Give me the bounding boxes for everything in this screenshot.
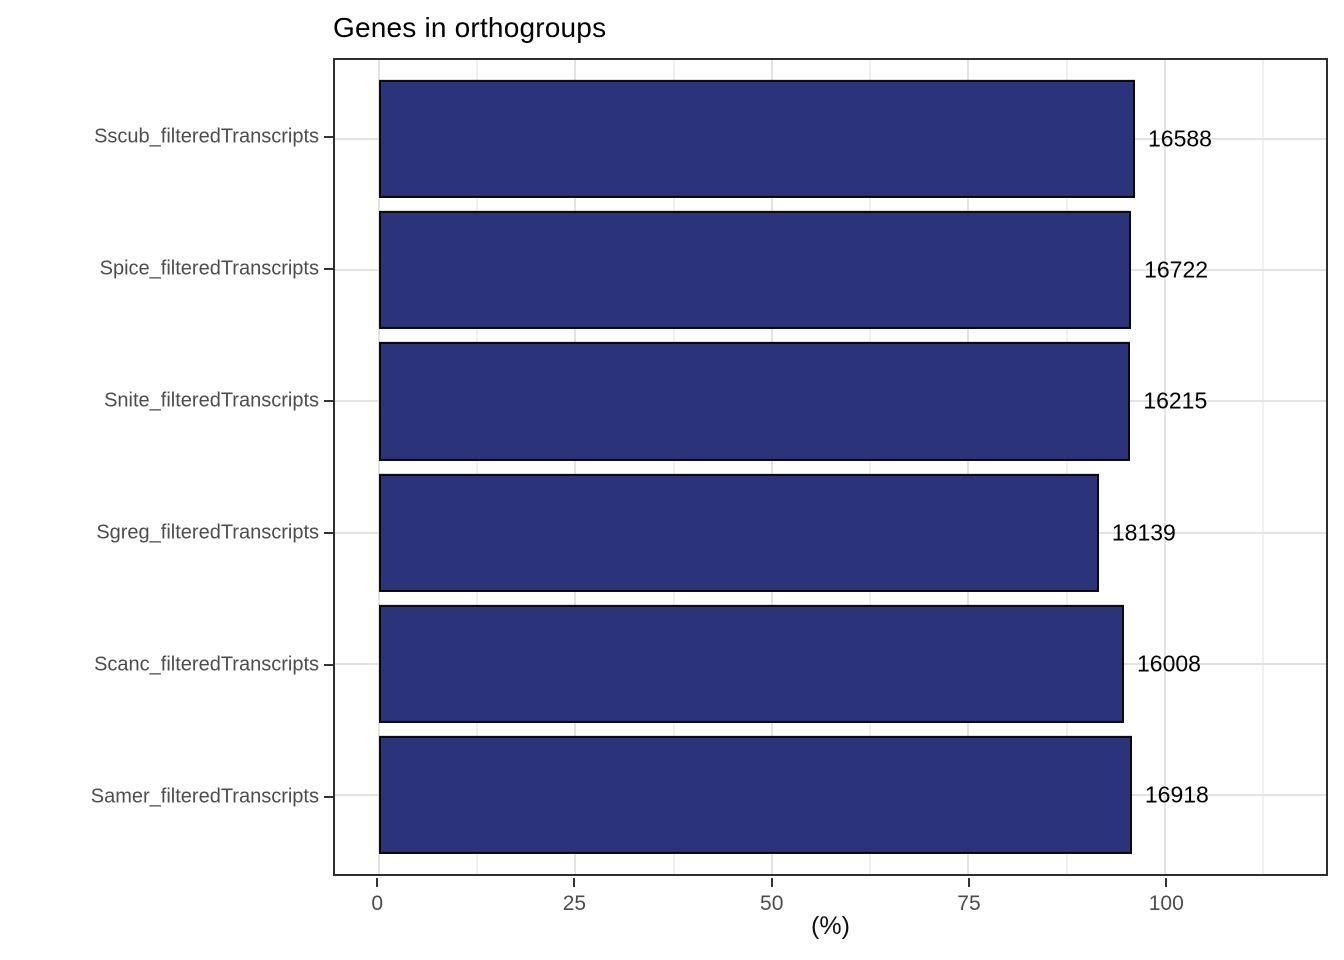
- x-major-gridline: [1163, 60, 1166, 874]
- x-tick-label: 100: [1148, 892, 1184, 915]
- y-tick-mark: [324, 268, 333, 271]
- bar-value-label: 16215: [1143, 387, 1208, 414]
- x-major-gridline: [574, 60, 577, 874]
- y-tick-label: Samer_filteredTranscripts: [90, 785, 319, 808]
- x-tick-mark: [770, 878, 773, 887]
- y-tick-mark: [324, 795, 333, 798]
- y-tick-label: Sscub_filteredTranscripts: [94, 125, 319, 148]
- x-tick-mark: [1165, 878, 1168, 887]
- x-major-gridline: [378, 60, 380, 874]
- bar: [379, 210, 1132, 330]
- y-tick-mark: [324, 400, 333, 403]
- y-tick-mark: [324, 136, 333, 139]
- bar-value-label: 16918: [1144, 781, 1209, 808]
- y-tick-label: Spice_filteredTranscripts: [99, 257, 319, 280]
- x-tick-mark: [573, 878, 576, 887]
- bar-value-label: 16722: [1144, 256, 1209, 283]
- bar: [379, 79, 1136, 198]
- x-minor-gridline: [672, 60, 675, 874]
- x-minor-gridline: [1065, 60, 1068, 874]
- y-tick-mark: [324, 663, 333, 666]
- chart-title: Genes in orthogroups: [333, 12, 607, 43]
- y-tick-mark: [324, 531, 333, 534]
- x-axis: 0 25 50 75 100: [333, 876, 1328, 926]
- x-tick-label: 50: [760, 892, 784, 915]
- bar-value-label: 18139: [1111, 519, 1176, 546]
- x-minor-gridline: [1262, 60, 1265, 874]
- bar: [379, 736, 1132, 855]
- y-axis: Sscub_filteredTranscripts Spice_filteredT…: [0, 58, 333, 876]
- x-tick-label: 25: [562, 892, 587, 915]
- bar-value-label: 16588: [1148, 125, 1212, 152]
- plot-area: 16588 16722 16215 18139 16008 16918: [335, 60, 1326, 874]
- bar: [379, 473, 1099, 592]
- x-major-gridline: [770, 60, 773, 874]
- x-minor-gridline: [476, 60, 479, 874]
- x-minor-gridline: [869, 60, 872, 874]
- y-tick-label: Sgreg_filteredTranscripts: [96, 521, 319, 544]
- plot-panel: 16588 16722 16215 18139 16008 16918: [333, 58, 1328, 876]
- y-tick-label: Scanc_filteredTranscripts: [94, 653, 319, 676]
- x-tick-label: 0: [371, 892, 384, 915]
- x-axis-title: (%): [811, 912, 850, 940]
- bar: [379, 342, 1131, 461]
- y-tick-label: Snite_filteredTranscripts: [104, 389, 319, 412]
- x-tick-label: 75: [957, 892, 981, 915]
- bar-value-label: 16008: [1137, 650, 1201, 677]
- x-tick-mark: [376, 878, 379, 887]
- bar: [379, 604, 1125, 723]
- x-tick-mark: [967, 878, 970, 887]
- x-major-gridline: [967, 60, 970, 874]
